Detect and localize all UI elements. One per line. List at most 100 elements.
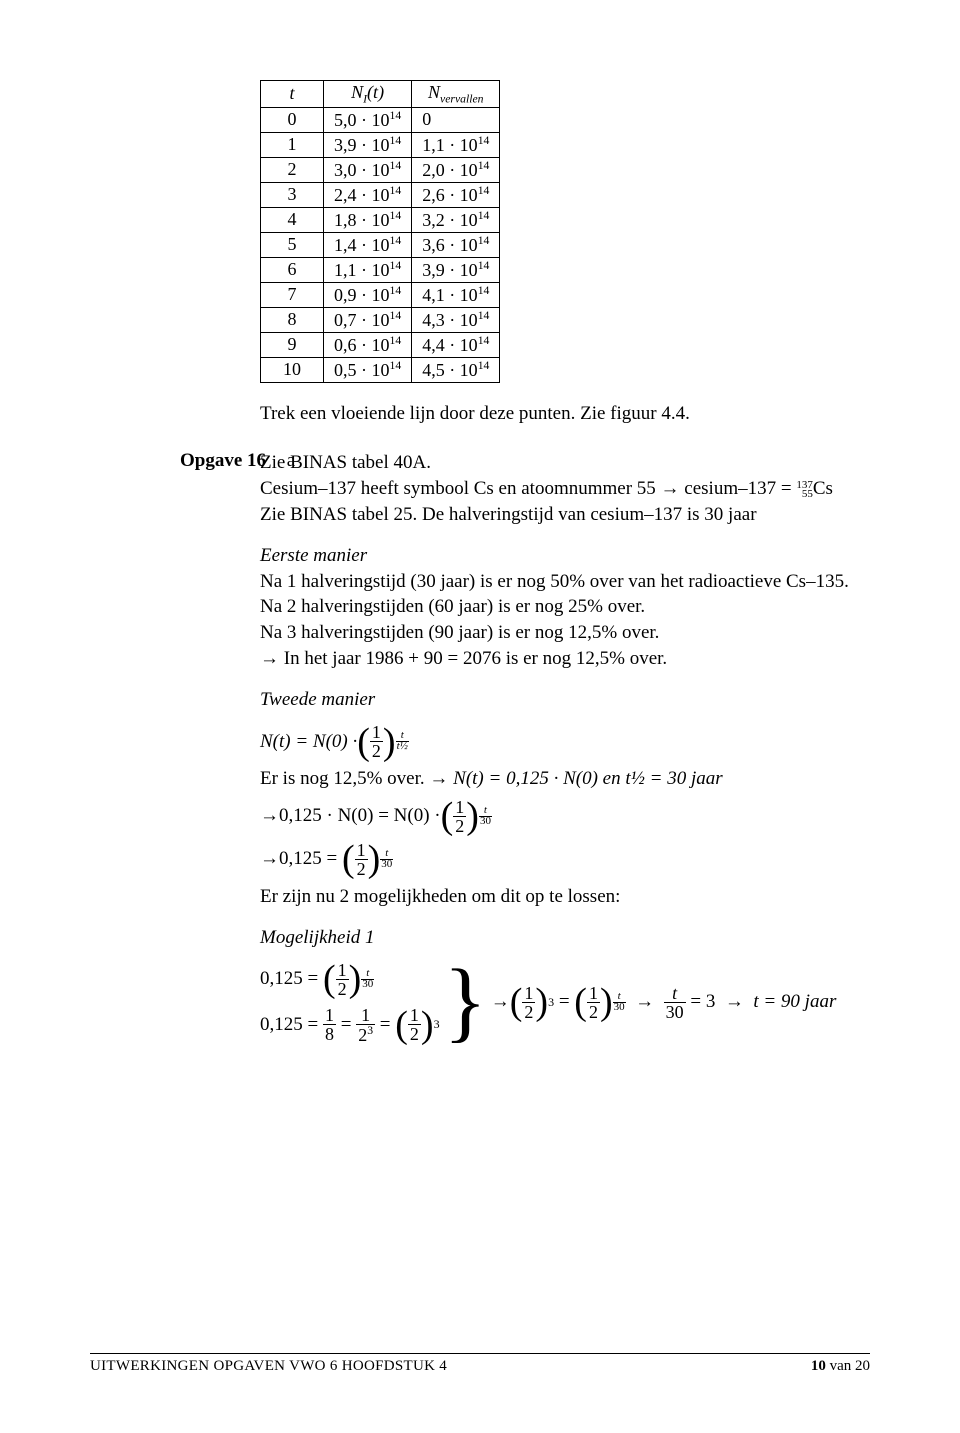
mog1-right: → ( 12 ) 3 = ( 12 ) t30 → t30 = 3 → t = …	[491, 984, 837, 1021]
table-cell: 3	[261, 182, 324, 207]
col-nv: Nvervallen	[412, 81, 500, 108]
table-cell: 5,0 · 1014	[324, 107, 412, 132]
frac-half-2: 12	[453, 798, 466, 835]
table-cell: 4,4 · 1014	[412, 332, 500, 357]
eq1-lhs: 0,125 · N(0) = N(0) ·	[279, 805, 441, 827]
footer-left: UITWERKINGEN OPGAVEN VWO 6 HOOFDSTUK 4	[90, 1358, 447, 1375]
caption-trek: Trek een vloeiende lijn door deze punten…	[260, 401, 870, 427]
em-line-2: Na 2 halveringstijden (60 jaar) is er no…	[260, 594, 870, 620]
m1-lhs-1: 0,125 =	[260, 968, 323, 990]
table-cell: 2,4 · 1014	[324, 182, 412, 207]
em-line-3: Na 3 halveringstijden (90 jaar) is er no…	[260, 620, 870, 646]
table-cell: 1,8 · 1014	[324, 207, 412, 232]
em-line-4: → In het jaar 1986 + 90 = 2076 is er nog…	[260, 646, 870, 672]
table-body: 05,0 · 1014013,9 · 10141,1 · 101423,0 · …	[261, 107, 500, 382]
eq-sign-3: =	[554, 991, 574, 1013]
eq-nt: N(t) = N(0) · ( 12 ) tt½	[260, 723, 870, 760]
eq-0125: → 0,125 = ( 12 ) t30	[260, 841, 870, 878]
table-cell: 9	[261, 332, 324, 357]
arrow-3: →	[491, 991, 510, 1013]
decay-table: t NI(t) Nvervallen 05,0 · 1014013,9 · 10…	[260, 80, 500, 383]
table-cell: 2,6 · 1014	[412, 182, 500, 207]
eq2-lhs: 0,125 =	[279, 848, 342, 870]
m1-lhs-2: 0,125 =	[260, 1014, 323, 1036]
table-cell: 4,3 · 1014	[412, 307, 500, 332]
table-cell: 8	[261, 307, 324, 332]
eq-0125n0: → 0,125 · N(0) = N(0) · ( 12 ) t30	[260, 798, 870, 835]
mog1-block: 0,125 = ( 12 ) t30 0,125 = 18 = 123 = ( …	[260, 961, 870, 1044]
footer-page: 10	[811, 1358, 826, 1374]
opgave-number: Opgave 16	[180, 450, 266, 471]
pow-3: 3	[434, 1017, 440, 1032]
table-row: 32,4 · 10142,6 · 1014	[261, 182, 500, 207]
cesium-text: Cesium–137 heeft symbool Cs en atoomnumm…	[260, 478, 796, 499]
table-cell: 4	[261, 207, 324, 232]
eq-sign-1: =	[336, 1014, 356, 1036]
frac-half: 12	[370, 723, 383, 760]
exp-t-over-30-c: t30	[361, 969, 374, 990]
mog1-left: 0,125 = ( 12 ) t30 0,125 = 18 = 123 = ( …	[260, 961, 440, 1044]
opgave-sub: a	[287, 450, 295, 471]
table-cell: 3,0 · 1014	[324, 157, 412, 182]
table-cell: 10	[261, 357, 324, 382]
er12-b: N(t) = 0,125 · N(0) en t½ = 30 jaar	[453, 768, 722, 789]
table-cell: 5	[261, 232, 324, 257]
tweede-manier-header: Tweede manier	[260, 687, 870, 713]
result-t90: t = 90 jaar	[753, 991, 836, 1013]
arrow-1: →	[260, 805, 279, 827]
table-cell: 3,9 · 1014	[412, 257, 500, 282]
em-line-1: Na 1 halveringstijd (30 jaar) is er nog …	[260, 569, 870, 595]
er12-a: Er is nog 12,5% over. →	[260, 768, 453, 789]
table-row: 13,9 · 10141,1 · 1014	[261, 132, 500, 157]
table-cell: 0,9 · 1014	[324, 282, 412, 307]
table-cell: 4,5 · 1014	[412, 357, 500, 382]
zie-25: Zie BINAS tabel 25. De halveringstijd va…	[260, 502, 870, 528]
table-cell: 1	[261, 132, 324, 157]
table-row: 23,0 · 10142,0 · 1014	[261, 157, 500, 182]
cs-symbol: Cs	[813, 478, 833, 499]
table-cell: 3,2 · 1014	[412, 207, 500, 232]
table-row: 51,4 · 10143,6 · 1014	[261, 232, 500, 257]
eq-sign-2: =	[375, 1014, 395, 1036]
er12-line: Er is nog 12,5% over. → N(t) = 0,125 · N…	[260, 766, 870, 792]
zie-40a: Zie BINAS tabel 40A.	[260, 450, 870, 476]
exp-t-over-thalf: tt½	[396, 731, 409, 752]
table-cell: 0,7 · 1014	[324, 307, 412, 332]
col-t: t	[261, 81, 324, 108]
frac-1-2cubed: 123	[356, 1006, 375, 1044]
col-ni: NI(t)	[324, 81, 412, 108]
table-row: 90,6 · 10144,4 · 1014	[261, 332, 500, 357]
arrow-2: →	[260, 848, 279, 870]
table-cell: 7	[261, 282, 324, 307]
exp-t-over-30-b: t30	[380, 849, 393, 870]
mogelijkheid-1-header: Mogelijkheid 1	[260, 925, 870, 951]
page: t NI(t) Nvervallen 05,0 · 1014013,9 · 10…	[0, 0, 960, 1433]
table-cell: 6	[261, 257, 324, 282]
table-row: 80,7 · 10144,3 · 1014	[261, 307, 500, 332]
table-row: 61,1 · 10143,9 · 1014	[261, 257, 500, 282]
nt-lhs: N(t) = N(0) ·	[260, 731, 357, 753]
opgave-label: Opgave 16 a	[180, 450, 295, 472]
arrow-4: →	[626, 991, 664, 1013]
table-row: 41,8 · 10143,2 · 1014	[261, 207, 500, 232]
table-cell: 1,1 · 1014	[412, 132, 500, 157]
eerste-manier-header: Eerste manier	[260, 543, 870, 569]
table-cell: 0,5 · 1014	[324, 357, 412, 382]
table-row: 05,0 · 10140	[261, 107, 500, 132]
table-cell: 0	[412, 107, 500, 132]
table-cell: 0,6 · 1014	[324, 332, 412, 357]
table-row: 100,5 · 10144,5 · 1014	[261, 357, 500, 382]
frac-half-3: 12	[355, 841, 368, 878]
frac-half-5: 12	[408, 1006, 421, 1043]
frac-t-30: t30	[664, 984, 686, 1021]
footer-right: 10 van 20	[811, 1358, 870, 1375]
cs-z: 55	[796, 490, 813, 499]
exp-t-over-30-d: t30	[613, 992, 626, 1013]
page-footer: UITWERKINGEN OPGAVEN VWO 6 HOOFDSTUK 4 1…	[90, 1353, 870, 1375]
frac-half-4: 12	[336, 961, 349, 998]
frac-half-7: 12	[587, 984, 600, 1021]
footer-of: van 20	[826, 1358, 870, 1374]
eq-3: = 3 →	[686, 991, 754, 1013]
table-header: t NI(t) Nvervallen	[261, 81, 500, 108]
erzijn-line: Er zijn nu 2 mogelijkheden om dit op te …	[260, 884, 870, 910]
